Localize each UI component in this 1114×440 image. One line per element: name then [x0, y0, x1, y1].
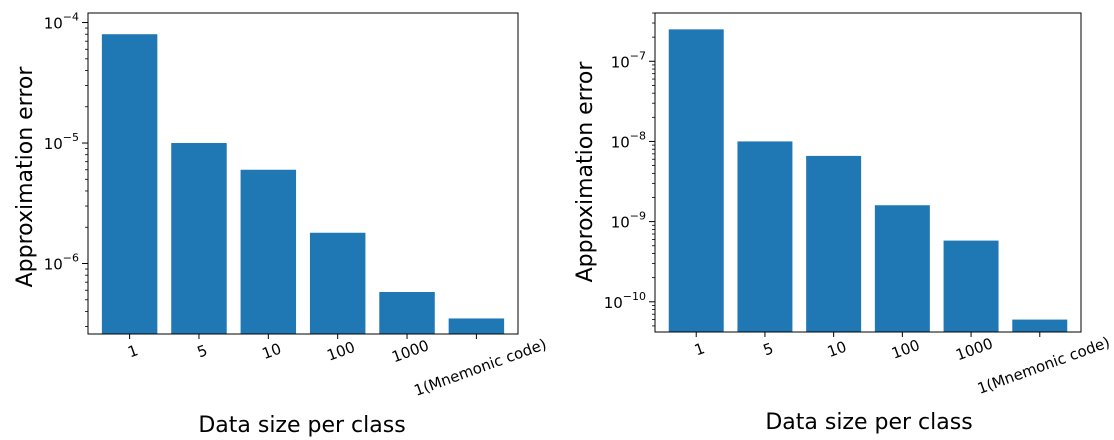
- right-ylabel: Approximation error: [573, 61, 598, 283]
- bar-1-mnemonic-code-: [1012, 319, 1068, 332]
- left-xlabel: Data size per class: [198, 413, 405, 438]
- bar-100: [874, 205, 930, 332]
- left-ylabel: Approximation error: [13, 66, 38, 288]
- x-tick-label: 1000: [953, 334, 995, 364]
- x-tick-label: 10: [825, 338, 849, 361]
- y-tick-label: 10−6: [44, 252, 79, 274]
- bar-1000: [943, 240, 999, 332]
- x-tick-label: 5: [761, 339, 776, 359]
- x-tick-label: 1(Mnemonic code): [412, 335, 549, 400]
- y-tick-label: 10−7: [611, 49, 646, 71]
- y-tick-label: 10−5: [44, 131, 79, 153]
- x-tick-label: 5: [195, 341, 210, 361]
- bar-1: [668, 29, 724, 333]
- y-tick-label: 10−10: [604, 290, 646, 312]
- y-tick-label: 10−4: [44, 11, 79, 33]
- x-tick-label: 100: [889, 336, 922, 363]
- bar-1: [101, 34, 158, 334]
- bar-5: [737, 141, 793, 332]
- bar-1-mnemonic-code-: [448, 318, 505, 334]
- axes-frame: [87, 12, 519, 335]
- bar-5: [171, 143, 227, 334]
- x-tick-label: 1000: [389, 336, 431, 366]
- bar-10: [240, 169, 297, 334]
- x-tick-label: 1: [125, 341, 140, 361]
- right-chart: Approximation error Data size per class …: [573, 12, 1112, 435]
- y-tick-label: 10−9: [611, 210, 646, 232]
- bar-10: [806, 155, 862, 332]
- bar-1000: [379, 292, 435, 334]
- x-tick-label: 10: [260, 340, 284, 363]
- x-tick-label: 1(Mnemonic code): [975, 333, 1112, 398]
- bar-100: [309, 232, 366, 334]
- y-tick-label: 10−8: [611, 129, 646, 151]
- left-chart: Approximation error Data size per class …: [13, 11, 549, 438]
- x-tick-label: 100: [324, 338, 357, 365]
- x-tick-label: 1: [692, 339, 707, 359]
- axes-frame: [654, 12, 1082, 333]
- right-xlabel: Data size per class: [765, 410, 972, 435]
